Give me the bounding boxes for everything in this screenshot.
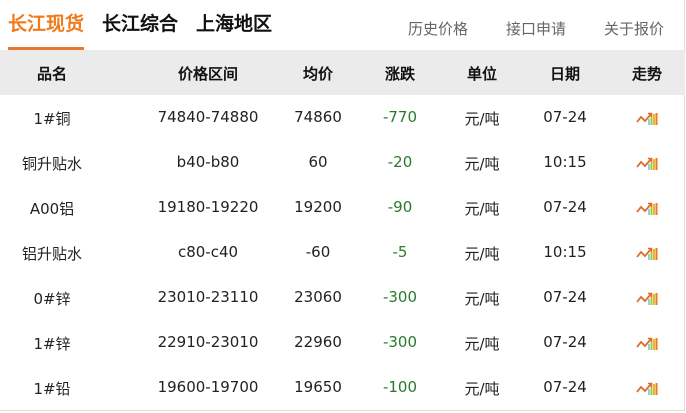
price-change: -5 [392,243,408,261]
avg-price: -60 [305,243,331,261]
trend-chart-icon[interactable] [636,291,658,309]
price-change: -90 [387,198,413,216]
product-name: 1#锌 [33,335,71,353]
unit: 元/吨 [464,335,500,353]
price-range: 19600-19700 [157,378,259,396]
price-change: -770 [382,108,418,126]
table-row: 1#铅 19600-19700 19650 -100 元/吨 07-24 [0,365,685,410]
col-change: 涨跌 [384,65,416,83]
tab-shanghai[interactable]: 上海地区 [196,13,273,35]
history-price-link[interactable]: 历史价格 [407,20,468,38]
trend-chart-icon[interactable] [636,381,658,399]
tab-bar: 长江现货 长江综合 上海地区 [8,10,272,50]
about-quote-link[interactable]: 关于报价 [603,20,664,38]
price-range: 22910-23010 [157,333,259,351]
avg-price: 19200 [294,198,342,216]
price-change: -100 [382,378,418,396]
avg-price: 74860 [294,108,342,126]
col-avg: 均价 [302,65,334,83]
trend-chart-icon[interactable] [636,156,658,174]
date: 07-24 [543,378,587,396]
tab-changjiang-spot[interactable]: 长江现货 [8,10,85,50]
date: 07-24 [543,333,587,351]
trend-chart-icon[interactable] [636,111,658,129]
price-range: 74840-74880 [157,108,259,126]
product-name: 铜升贴水 [21,155,83,173]
unit: 元/吨 [464,110,500,128]
col-date: 日期 [549,65,581,83]
product-name: 1#铅 [33,380,71,398]
table-row: 0#锌 23010-23110 23060 -300 元/吨 07-24 [0,275,685,320]
date: 07-24 [543,198,587,216]
avg-price: 60 [308,153,328,171]
price-range: c80-c40 [177,243,239,261]
avg-price: 22960 [294,333,342,351]
price-range: 23010-23110 [157,288,259,306]
col-range: 价格区间 [177,65,239,83]
product-name: 1#铜 [33,110,71,128]
col-unit: 单位 [466,65,498,83]
table-row: A00铝 19180-19220 19200 -90 元/吨 07-24 [0,185,685,230]
avg-price: 19650 [294,378,342,396]
table-row: 1#锌 22910-23010 22960 -300 元/吨 07-24 [0,320,685,365]
price-change: -300 [382,288,418,306]
table-row: 1#铜 74840-74880 74860 -770 元/吨 07-24 [0,95,685,140]
table-header: 品名 价格区间 均价 涨跌 单位 日期 走势 [0,50,685,95]
api-apply-link[interactable]: 接口申请 [505,20,566,38]
unit: 元/吨 [464,155,500,173]
table-row: 铜升贴水 b40-b80 60 -20 元/吨 10:15 [0,140,685,185]
product-name: 铝升贴水 [21,245,83,263]
price-range: b40-b80 [176,153,240,171]
avg-price: 23060 [294,288,342,306]
price-change: -300 [382,333,418,351]
unit: 元/吨 [464,380,500,398]
unit: 元/吨 [464,245,500,263]
product-name: 0#锌 [33,290,71,308]
price-change: -20 [387,153,413,171]
date: 07-24 [543,108,587,126]
unit: 元/吨 [464,290,500,308]
unit: 元/吨 [464,200,500,218]
date: 10:15 [543,153,587,171]
col-name: 品名 [36,65,68,83]
trend-chart-icon[interactable] [636,201,658,219]
trend-chart-icon[interactable] [636,246,658,264]
trend-chart-icon[interactable] [636,336,658,354]
col-trend: 走势 [631,65,663,83]
price-range: 19180-19220 [157,198,259,216]
header-links: 历史价格 接口申请 关于报价 [408,18,664,39]
date: 07-24 [543,288,587,306]
table-row: 铝升贴水 c80-c40 -60 -5 元/吨 10:15 [0,230,685,275]
product-name: A00铝 [29,200,75,218]
date: 10:15 [543,243,587,261]
tab-changjiang-composite[interactable]: 长江综合 [102,13,179,35]
